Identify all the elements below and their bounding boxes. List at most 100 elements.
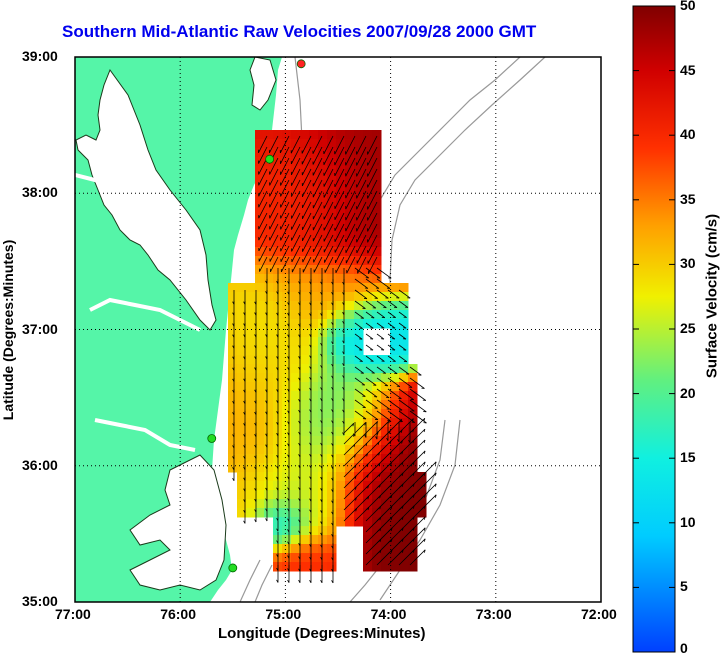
velocity-cell bbox=[309, 562, 319, 572]
velocity-cell bbox=[381, 454, 391, 464]
velocity-cell bbox=[255, 220, 265, 230]
velocity-cell bbox=[246, 328, 256, 338]
velocity-arrowhead bbox=[379, 539, 382, 543]
velocity-arrow bbox=[376, 420, 390, 434]
velocity-arrow bbox=[356, 223, 367, 243]
velocity-cell bbox=[372, 445, 382, 455]
velocity-cell bbox=[345, 355, 355, 365]
velocity-cell bbox=[264, 355, 274, 365]
colorbar-label: Surface Velocity (cm/s) bbox=[703, 213, 721, 379]
velocity-cell bbox=[345, 391, 355, 401]
station-marker bbox=[207, 434, 217, 443]
velocity-cell bbox=[390, 283, 400, 293]
velocity-cell bbox=[336, 337, 346, 347]
velocity-arrow bbox=[324, 256, 334, 273]
velocity-cell bbox=[273, 256, 283, 266]
velocity-cell bbox=[291, 301, 301, 311]
velocity-cell bbox=[282, 553, 292, 563]
velocity-cell bbox=[363, 517, 373, 527]
velocity-arrow bbox=[376, 355, 385, 362]
velocity-arrowhead bbox=[364, 422, 366, 426]
velocity-cell bbox=[399, 409, 409, 419]
velocity-cell bbox=[309, 337, 319, 347]
velocity-cell bbox=[300, 391, 310, 401]
velocity-cell bbox=[300, 508, 310, 518]
velocity-arrowhead bbox=[412, 549, 415, 553]
velocity-cell bbox=[300, 427, 310, 437]
velocity-arrowhead bbox=[367, 474, 369, 478]
velocity-arrowhead bbox=[331, 331, 334, 335]
velocity-arrowhead bbox=[287, 529, 290, 533]
velocity-cell bbox=[264, 310, 274, 320]
velocity-cell bbox=[300, 130, 310, 140]
velocity-cell bbox=[327, 364, 337, 374]
velocity-cell bbox=[354, 355, 364, 365]
velocity-cell bbox=[228, 418, 238, 428]
velocity-arrow bbox=[365, 538, 382, 555]
velocity-cell bbox=[264, 382, 274, 392]
velocity-cell bbox=[399, 517, 409, 527]
velocity-arrow bbox=[387, 388, 402, 400]
velocity-cell bbox=[399, 553, 409, 563]
velocity-cell bbox=[273, 184, 283, 194]
velocity-arrowhead bbox=[287, 579, 290, 583]
velocity-cell bbox=[336, 436, 346, 446]
velocity-cell bbox=[363, 139, 373, 149]
velocity-cell bbox=[237, 382, 247, 392]
velocity-arrow bbox=[354, 278, 369, 289]
velocity-arrow bbox=[258, 201, 268, 219]
velocity-cell bbox=[354, 463, 364, 473]
velocity-cell bbox=[291, 283, 301, 293]
velocity-cell bbox=[372, 247, 382, 257]
velocity-arrow bbox=[258, 179, 268, 197]
velocity-cell bbox=[237, 310, 247, 320]
velocity-arrow bbox=[365, 377, 377, 386]
velocity-cell bbox=[345, 481, 355, 491]
velocity-arrowhead bbox=[401, 483, 404, 487]
velocity-arrow bbox=[354, 344, 363, 351]
velocity-cell bbox=[255, 454, 265, 464]
velocity-arrowhead bbox=[354, 454, 356, 458]
velocity-cell bbox=[318, 490, 328, 500]
velocity-arrow bbox=[365, 311, 375, 319]
velocity-arrow bbox=[376, 366, 386, 374]
velocity-arrow bbox=[354, 289, 368, 300]
velocity-cell bbox=[273, 238, 283, 248]
velocity-arrow bbox=[345, 201, 356, 221]
velocity-cell bbox=[318, 220, 328, 230]
velocity-arrow bbox=[387, 355, 396, 362]
velocity-cell bbox=[399, 310, 409, 320]
velocity-arrow bbox=[354, 485, 369, 500]
velocity-cell bbox=[327, 445, 337, 455]
velocity-cell bbox=[237, 409, 247, 419]
velocity-arrow bbox=[343, 443, 356, 456]
velocity-cell bbox=[399, 499, 409, 509]
velocity-arrow bbox=[334, 223, 345, 242]
velocity-arrow bbox=[365, 441, 380, 456]
velocity-cell bbox=[399, 454, 409, 464]
velocity-cell bbox=[372, 193, 382, 203]
velocity-cell bbox=[246, 400, 256, 410]
velocity-arrow bbox=[367, 234, 378, 254]
velocity-cell bbox=[363, 292, 373, 302]
velocity-arrowhead bbox=[434, 461, 437, 465]
velocity-cell bbox=[318, 274, 328, 284]
velocity-arrowhead bbox=[378, 452, 380, 456]
velocity-arrow bbox=[345, 223, 356, 243]
velocity-cell bbox=[300, 409, 310, 419]
velocity-arrowhead bbox=[342, 363, 345, 367]
velocity-arrowhead bbox=[354, 475, 357, 479]
velocity-arrow bbox=[334, 190, 345, 210]
velocity-cell bbox=[282, 238, 292, 248]
velocity-arrow bbox=[258, 190, 268, 208]
velocity-cell bbox=[282, 490, 292, 500]
velocity-cell bbox=[345, 346, 355, 356]
velocity-cell bbox=[363, 319, 373, 329]
x-tick-label: 76:00 bbox=[160, 606, 196, 622]
velocity-arrow bbox=[334, 201, 345, 220]
velocity-cell bbox=[228, 346, 238, 356]
velocity-cell bbox=[354, 346, 364, 356]
velocity-arrow bbox=[367, 212, 378, 232]
velocity-cell bbox=[318, 310, 328, 320]
velocity-cell bbox=[309, 382, 319, 392]
